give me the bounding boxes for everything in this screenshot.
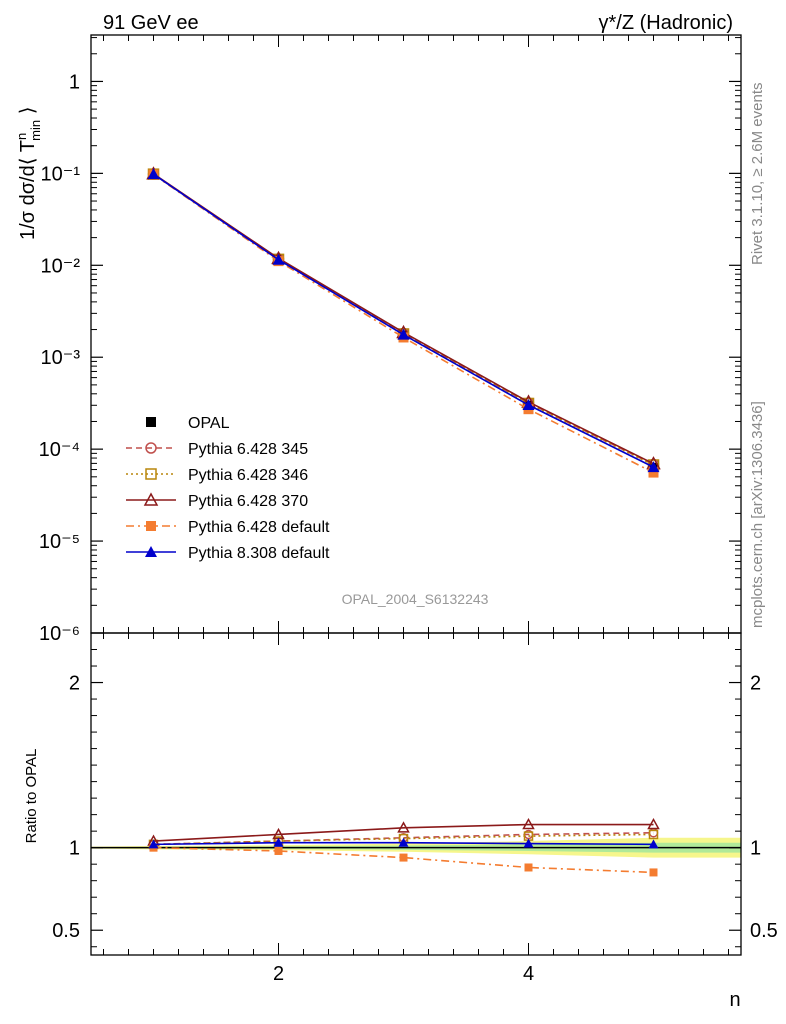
main-ylabel: 1/σ dσ/d⟨ Tnmin ⟩ bbox=[14, 107, 43, 241]
legend-label: Pythia 6.428 default bbox=[188, 519, 330, 536]
ratio-data-point bbox=[274, 846, 283, 855]
data-point bbox=[648, 467, 659, 478]
main-ytick-label: 10⁻² bbox=[41, 255, 81, 277]
main-ytick-label: 10⁻⁵ bbox=[39, 531, 80, 553]
ratio-series-layer bbox=[147, 818, 660, 877]
legend-entry: OPAL bbox=[146, 415, 230, 432]
legend-entry: Pythia 6.428 default bbox=[126, 519, 330, 536]
ratio-data-point bbox=[649, 868, 658, 877]
header-right-title: γ*/Z (Hadronic) bbox=[599, 12, 733, 34]
main-series-layer bbox=[146, 166, 661, 478]
ratio-ylabel: Ratio to OPAL bbox=[23, 749, 40, 844]
ratio-ytick-label-left: 1 bbox=[69, 838, 80, 860]
data-point bbox=[647, 461, 660, 473]
legend-marker bbox=[145, 546, 157, 557]
legend-label: Pythia 6.428 370 bbox=[188, 493, 308, 510]
data-point bbox=[522, 399, 535, 411]
legend-entry: Pythia 6.428 346 bbox=[126, 467, 308, 484]
main-axis-ticks: 1 10⁻¹ 10⁻² 10⁻³ 10⁻⁴ 10⁻⁵ 10⁻⁶ bbox=[39, 35, 741, 645]
data-point bbox=[272, 253, 285, 265]
legend-marker bbox=[145, 468, 157, 480]
legend-entry: Pythia 8.308 default bbox=[126, 545, 330, 562]
ratio-data-point bbox=[648, 829, 659, 840]
ratio-data-point bbox=[398, 837, 409, 847]
series-pythia-8-308-default bbox=[147, 168, 660, 473]
legend-label: Pythia 6.428 345 bbox=[188, 441, 308, 458]
ratio-data-point bbox=[524, 863, 533, 872]
rivet-label: Rivet 3.1.10, ≥ 2.6M events bbox=[749, 83, 766, 266]
series-line bbox=[153, 173, 654, 474]
analysis-id: OPAL_2004_S6132243 bbox=[342, 591, 489, 607]
main-ytick-label: 10⁻³ bbox=[41, 347, 81, 369]
legend-marker bbox=[146, 521, 156, 531]
ratio-frame bbox=[90, 632, 742, 956]
ratio-ytick-label-left: 2 bbox=[69, 673, 80, 695]
legend-label: Pythia 8.308 default bbox=[188, 545, 330, 562]
x-axis-label: n bbox=[729, 989, 740, 1011]
ratio-axis-ticks: 2 2 1 1 0.5 0.5 2 4 bbox=[52, 633, 778, 985]
main-frame bbox=[90, 34, 742, 634]
legend-marker bbox=[146, 417, 156, 427]
legend-marker bbox=[145, 442, 157, 454]
ratio-xtick-label: 2 bbox=[273, 963, 284, 985]
data-point bbox=[397, 328, 410, 340]
legend-label: Pythia 6.428 346 bbox=[188, 467, 308, 484]
ratio-data-point bbox=[522, 818, 535, 830]
legend-entry: Pythia 6.428 345 bbox=[126, 441, 308, 458]
legend-entry: Pythia 6.428 370 bbox=[126, 492, 308, 510]
ratio-ytick-label-right: 1 bbox=[750, 838, 761, 860]
ratio-data-point bbox=[523, 838, 534, 848]
ratio-xtick-label: 4 bbox=[523, 963, 534, 985]
mcplots-label: mcplots.cern.ch [arXiv:1306.3436] bbox=[749, 401, 766, 628]
main-ytick-label: 10⁻⁴ bbox=[39, 439, 80, 461]
ratio-data-point bbox=[648, 839, 659, 849]
legend-marker bbox=[143, 492, 159, 506]
ratio-ytick-label-left: 0.5 bbox=[52, 920, 80, 942]
ratio-data-point bbox=[148, 839, 159, 849]
ratio-series-line bbox=[153, 823, 654, 842]
main-ytick-label: 1 bbox=[69, 71, 80, 93]
ratio-series-pythia-8-308-default bbox=[148, 837, 659, 849]
header-left-title: 91 GeV ee bbox=[103, 12, 199, 34]
legend-label: OPAL bbox=[188, 415, 230, 432]
ratio-data-point bbox=[399, 853, 408, 862]
ratio-data-point bbox=[397, 821, 410, 833]
ratio-ytick-label-right: 2 bbox=[750, 673, 761, 695]
ratio-series-line bbox=[153, 846, 654, 874]
ratio-ytick-label-right: 0.5 bbox=[750, 920, 778, 942]
uncertainty-band bbox=[91, 837, 741, 858]
ratio-data-point bbox=[273, 837, 284, 847]
ratio-data-point bbox=[647, 818, 660, 830]
legend: OPAL Pythia 6.428 345 Pythia 6.428 346 Pyth… bbox=[126, 415, 330, 562]
main-ytick-label: 10⁻⁶ bbox=[39, 623, 80, 645]
main-ytick-label: 10⁻¹ bbox=[41, 163, 81, 185]
data-point bbox=[147, 168, 160, 180]
